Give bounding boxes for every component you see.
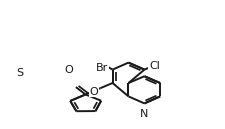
Text: Cl: Cl: [148, 61, 159, 71]
Text: Br: Br: [95, 63, 108, 73]
Text: N: N: [140, 109, 148, 119]
Text: O: O: [65, 65, 73, 75]
Text: S: S: [17, 68, 24, 78]
Text: O: O: [89, 87, 98, 97]
